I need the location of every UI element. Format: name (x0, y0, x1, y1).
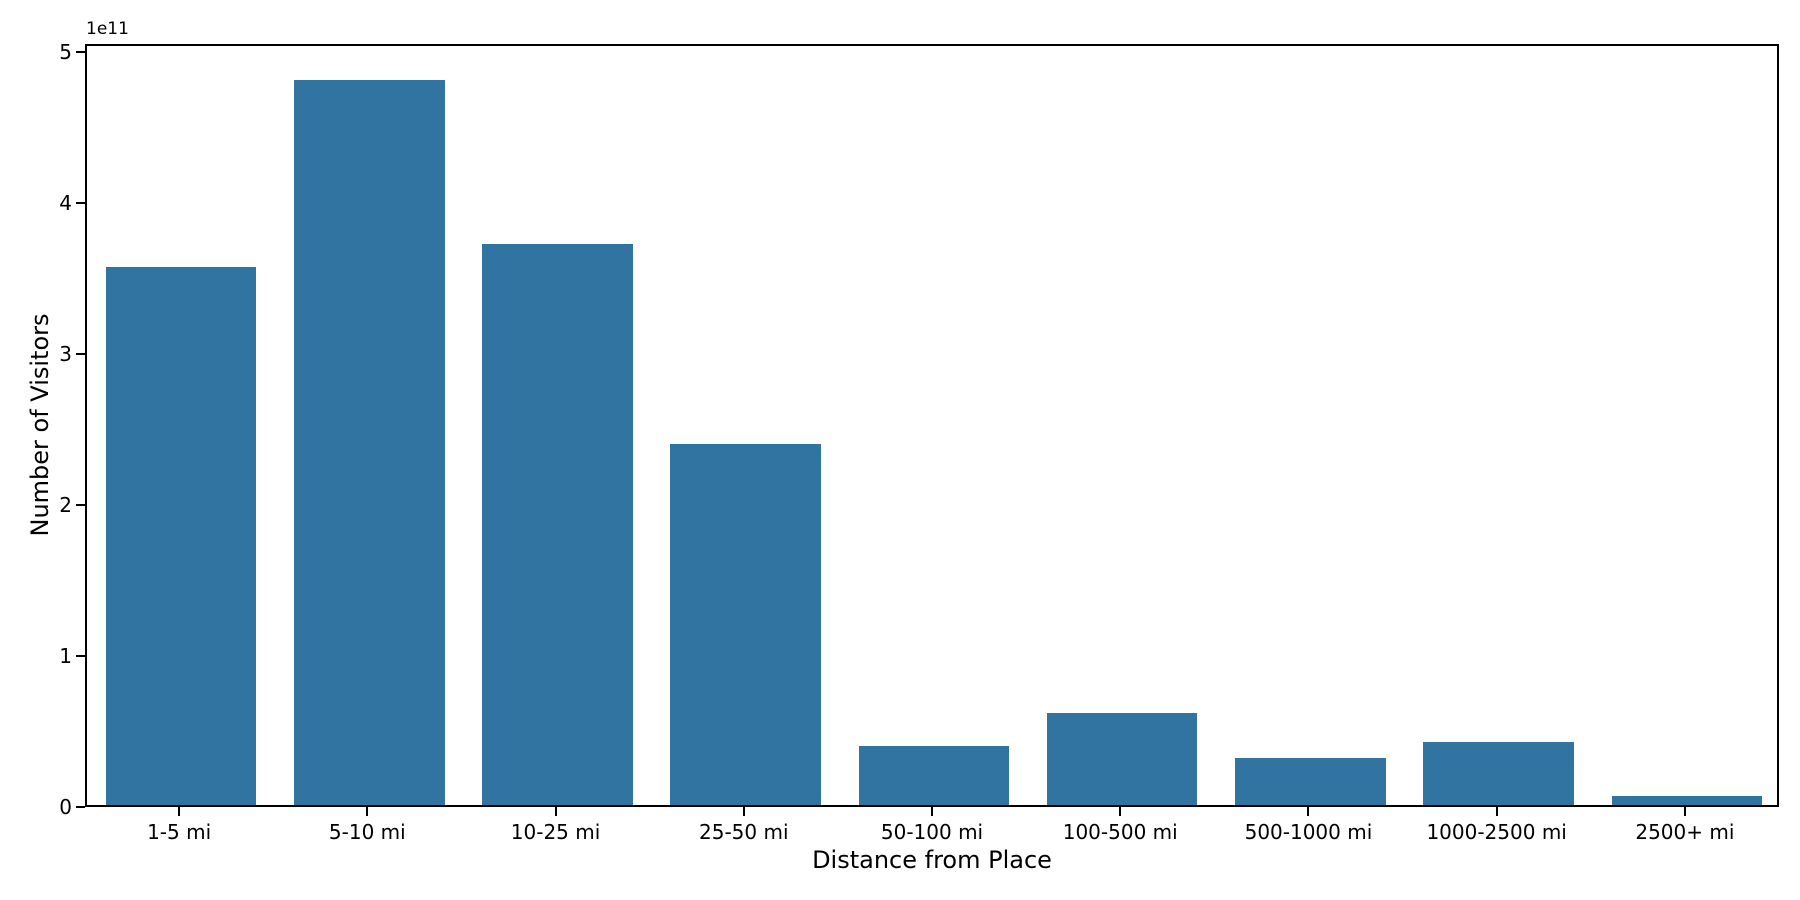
y-tick-label: 3 (59, 341, 72, 366)
plot-area (85, 44, 1779, 807)
y-tick-label: 4 (59, 190, 72, 215)
bar (105, 267, 257, 805)
x-tick-mark (1119, 807, 1122, 816)
y-tick-mark (76, 50, 85, 53)
x-tick-label: 2500+ mi (1635, 820, 1735, 844)
x-tick-mark (1307, 807, 1310, 816)
bar (1423, 741, 1574, 805)
bar (482, 244, 633, 805)
bar (294, 79, 445, 805)
x-tick-label: 1-5 mi (147, 820, 212, 844)
y-tick-mark (76, 201, 85, 204)
bars-container (87, 46, 1777, 805)
x-tick-label: 100-500 mi (1062, 820, 1178, 844)
y-axis-offset-text: 1e11 (86, 19, 129, 39)
x-tick-label: 25-50 mi (699, 820, 789, 844)
x-tick-label: 50-100 mi (880, 820, 984, 844)
x-tick-label: 1000-2500 mi (1426, 820, 1567, 844)
x-tick-mark (178, 807, 181, 816)
bar (858, 746, 1010, 805)
bar (1235, 758, 1386, 805)
x-tick-label: 500-1000 mi (1244, 820, 1373, 844)
x-tick-mark (366, 807, 369, 816)
x-tick-mark (931, 807, 933, 816)
x-axis-label: Distance from Place (812, 846, 1052, 874)
bar (1046, 712, 1198, 805)
x-tick-mark (1495, 807, 1498, 816)
x-tick-mark (554, 807, 557, 816)
y-tick-mark (76, 654, 85, 657)
y-tick-mark (76, 352, 85, 355)
y-tick-mark (76, 806, 85, 808)
bar (670, 443, 822, 805)
x-tick-mark (1683, 807, 1686, 816)
y-tick-label: 0 (59, 795, 72, 819)
y-tick-label: 5 (59, 39, 72, 64)
y-tick-label: 2 (59, 492, 72, 517)
x-tick-label: 10-25 mi (510, 820, 601, 844)
bar (1611, 795, 1763, 805)
x-tick-mark (742, 807, 745, 816)
y-tick-mark (76, 503, 85, 506)
y-axis-label: Number of Visitors (26, 313, 54, 537)
y-tick-label: 1 (59, 643, 72, 668)
x-tick-label: 5-10 mi (328, 820, 406, 844)
